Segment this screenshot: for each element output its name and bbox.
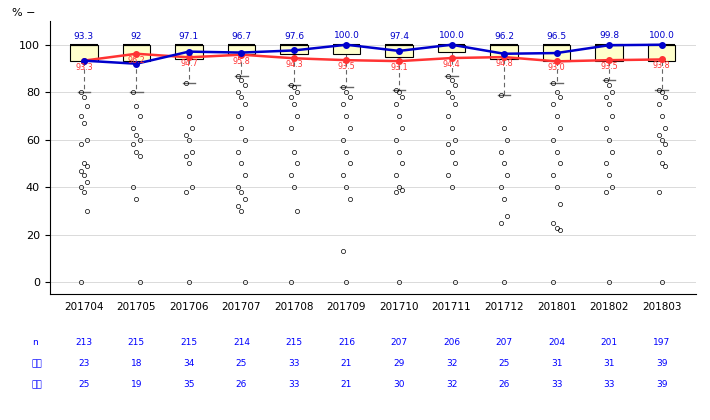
Y-axis label: % −: % − [12, 8, 36, 18]
Text: 18: 18 [131, 359, 142, 368]
Text: 39: 39 [656, 359, 667, 368]
Text: 93.0: 93.0 [548, 63, 565, 72]
Text: 33: 33 [604, 380, 615, 389]
Text: 26: 26 [236, 380, 247, 389]
Bar [438, 45, 465, 52]
Text: 93.5: 93.5 [338, 62, 356, 71]
Text: 34: 34 [183, 359, 195, 368]
Bar [386, 45, 413, 57]
Text: n: n [32, 338, 38, 347]
Text: 93.5: 93.5 [600, 62, 618, 71]
Text: 26: 26 [498, 380, 510, 389]
Text: 97.1: 97.1 [179, 32, 199, 41]
Text: 39: 39 [656, 380, 667, 389]
Text: 29: 29 [393, 359, 405, 368]
Text: 96.5: 96.5 [547, 32, 567, 41]
Text: 92: 92 [131, 32, 142, 41]
Text: 100.0: 100.0 [334, 31, 359, 40]
Bar [175, 45, 202, 59]
Text: 31: 31 [551, 359, 562, 368]
Text: 207: 207 [391, 338, 408, 347]
Text: 100.0: 100.0 [439, 31, 464, 40]
Text: 19: 19 [131, 380, 142, 389]
Text: 93.1: 93.1 [391, 63, 408, 72]
Bar [70, 45, 97, 61]
Text: 21: 21 [341, 380, 352, 389]
Bar [333, 45, 360, 54]
Text: 94.3: 94.3 [285, 60, 302, 69]
Text: 93.8: 93.8 [652, 61, 670, 71]
Text: 215: 215 [285, 338, 302, 347]
Bar [491, 45, 518, 59]
Text: 215: 215 [180, 338, 197, 347]
Text: 94.8: 94.8 [496, 59, 513, 68]
Text: 32: 32 [446, 359, 457, 368]
Text: 96.7: 96.7 [231, 32, 251, 41]
Text: 31: 31 [604, 359, 615, 368]
Bar [228, 45, 255, 54]
Text: 204: 204 [548, 338, 565, 347]
Text: 33: 33 [551, 380, 562, 389]
Text: 100.0: 100.0 [649, 31, 674, 40]
Text: 35: 35 [183, 380, 195, 389]
Text: 33: 33 [288, 380, 300, 389]
Text: 23: 23 [78, 359, 89, 368]
Text: 97.6: 97.6 [284, 32, 304, 41]
Bar [596, 45, 623, 61]
Text: 197: 197 [653, 338, 670, 347]
Text: 分子: 分子 [32, 359, 43, 368]
Text: 97.4: 97.4 [389, 32, 409, 41]
Text: 99.8: 99.8 [599, 31, 619, 40]
Text: 206: 206 [443, 338, 460, 347]
Text: 25: 25 [498, 359, 510, 368]
Bar [280, 45, 307, 54]
Text: 30: 30 [393, 380, 405, 389]
Text: 25: 25 [236, 359, 247, 368]
Text: 94.7: 94.7 [180, 59, 198, 68]
Bar [543, 45, 570, 61]
Text: 21: 21 [341, 359, 352, 368]
Bar [123, 45, 150, 61]
Text: 93.3: 93.3 [75, 63, 93, 71]
Text: 213: 213 [75, 338, 92, 347]
Text: 95.8: 95.8 [233, 57, 251, 66]
Text: 94.4: 94.4 [443, 60, 460, 69]
Text: 32: 32 [446, 380, 457, 389]
Text: 93.3: 93.3 [74, 32, 94, 41]
Text: 215: 215 [128, 338, 145, 347]
Bar [648, 45, 675, 61]
Text: 25: 25 [78, 380, 89, 389]
Text: 207: 207 [496, 338, 513, 347]
Text: 96.2: 96.2 [494, 32, 514, 41]
Text: 33: 33 [288, 359, 300, 368]
Text: 96.2: 96.2 [128, 56, 146, 65]
Text: 216: 216 [338, 338, 355, 347]
Text: 214: 214 [233, 338, 250, 347]
Text: 201: 201 [601, 338, 618, 347]
Text: 分母: 分母 [32, 380, 43, 389]
